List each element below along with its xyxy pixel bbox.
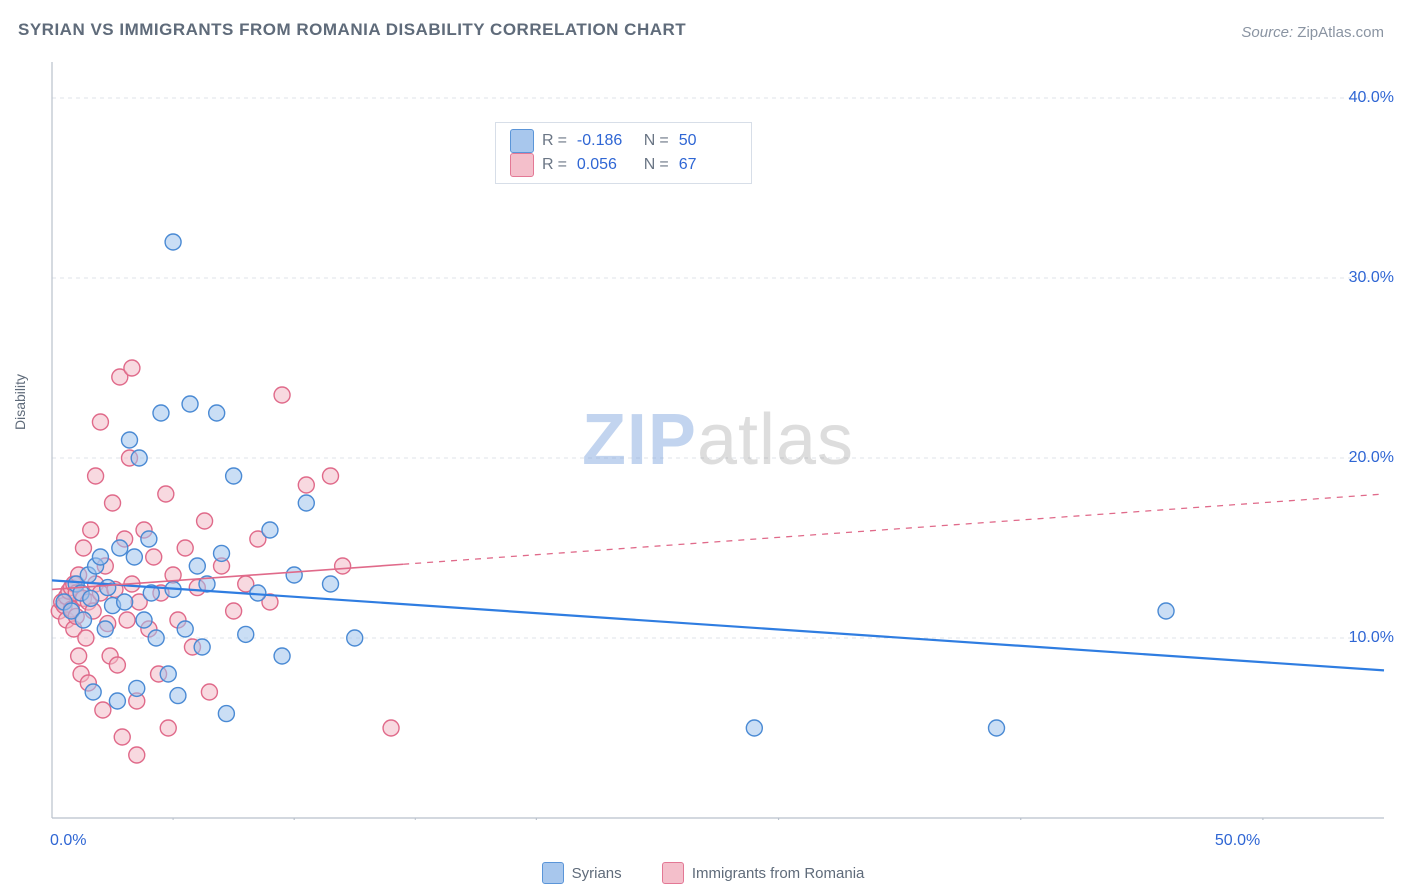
equals-sign: = — [558, 156, 567, 174]
romania-n-value: 67 — [679, 156, 731, 174]
chart-container: SYRIAN VS IMMIGRANTS FROM ROMANIA DISABI… — [0, 0, 1406, 892]
correlation-legend-row-romania: R = 0.056 N = 67 — [510, 153, 737, 177]
romania-r-value: 0.056 — [577, 156, 629, 174]
series-legend: Syrians Immigrants from Romania — [0, 862, 1406, 888]
legend-label-romania: Immigrants from Romania — [692, 865, 865, 882]
syrians-swatch-icon — [510, 129, 534, 153]
source-label: Source: — [1241, 24, 1293, 41]
equals-sign: = — [659, 132, 668, 150]
r-label: R — [542, 132, 554, 150]
plot-area: ZIPatlas R = -0.186 N = 50 R = 0.056 N = — [50, 60, 1386, 820]
source-name: ZipAtlas.com — [1297, 24, 1384, 41]
n-label: N — [644, 156, 656, 174]
chart-title: SYRIAN VS IMMIGRANTS FROM ROMANIA DISABI… — [18, 20, 686, 40]
y-tick-label: 20.0% — [1349, 449, 1394, 467]
y-axis-label: Disability — [12, 374, 28, 430]
romania-swatch-icon — [662, 862, 684, 884]
syrians-r-value: -0.186 — [577, 132, 629, 150]
romania-swatch-icon — [510, 153, 534, 177]
y-tick-label: 10.0% — [1349, 629, 1394, 647]
y-tick-label: 40.0% — [1349, 89, 1394, 107]
legend-label-syrians: Syrians — [572, 865, 622, 882]
equals-sign: = — [659, 156, 668, 174]
syrians-swatch-icon — [542, 862, 564, 884]
y-tick-label: 30.0% — [1349, 269, 1394, 287]
equals-sign: = — [558, 132, 567, 150]
n-label: N — [644, 132, 656, 150]
x-tick-label: 0.0% — [50, 832, 86, 850]
correlation-legend: R = -0.186 N = 50 R = 0.056 N = 67 — [495, 122, 752, 184]
source-attribution: Source: ZipAtlas.com — [1241, 24, 1384, 41]
r-label: R — [542, 156, 554, 174]
legend-item-romania: Immigrants from Romania — [662, 862, 865, 884]
x-tick-label: 50.0% — [1215, 832, 1260, 850]
syrians-n-value: 50 — [679, 132, 731, 150]
legend-item-syrians: Syrians — [542, 862, 622, 884]
correlation-legend-row-syrians: R = -0.186 N = 50 — [510, 129, 737, 153]
